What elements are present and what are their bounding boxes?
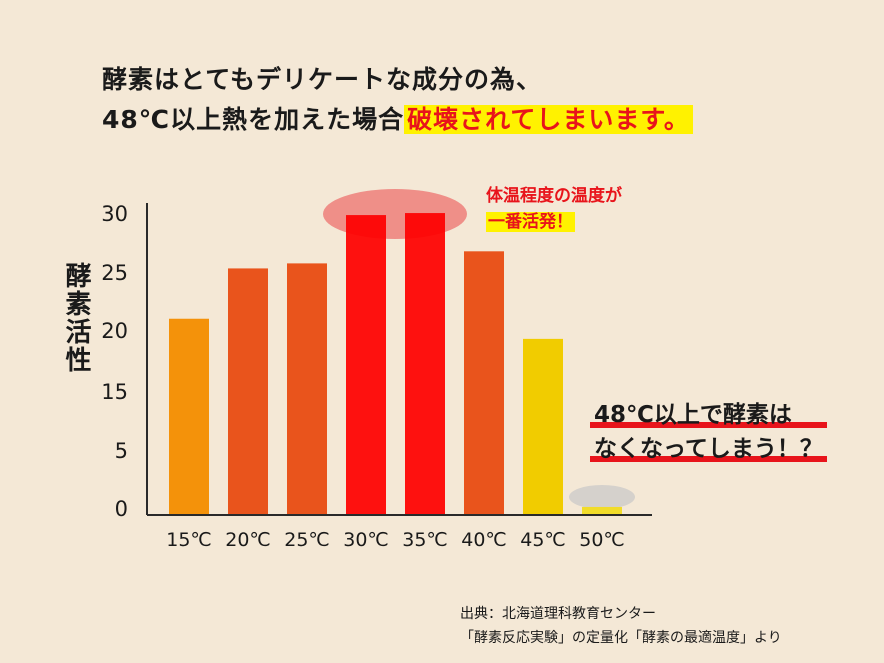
y-axis-label: 酵素活性	[61, 262, 91, 374]
warning-callout: 48℃以上で酵素は なくなってしまう！？	[590, 398, 827, 466]
peak-callout-line2: 一番活発！	[486, 209, 622, 235]
y-tick-label: 0	[115, 497, 128, 521]
y-tick-label: 30	[101, 202, 128, 226]
bar-50℃	[582, 506, 622, 515]
source-note: 出典：北海道理科教育センター 「酵素反応実験」の定量化「酵素の最適温度」より	[460, 602, 782, 650]
peak-callout: 体温程度の温度が 一番活発！	[486, 183, 622, 235]
y-tick-label: 25	[101, 261, 128, 285]
peak-callout-line1: 体温程度の温度が	[486, 186, 622, 206]
x-tick-label: 20℃	[225, 529, 271, 551]
x-tick-label: 30℃	[343, 529, 389, 551]
peak-callout-line2-text: 一番活発！	[486, 212, 575, 232]
headline-line2-plain: 48℃以上熱を加えた場合	[102, 105, 405, 134]
x-tick-label: 50℃	[579, 529, 625, 551]
bar-25℃	[287, 263, 327, 515]
bar-30℃	[346, 215, 386, 515]
bar-40℃	[464, 251, 504, 515]
bar-45℃	[523, 338, 563, 515]
bar-20℃	[228, 268, 268, 515]
y-tick-label: 5	[115, 439, 128, 463]
warning-callout-line2: なくなってしまう！？	[590, 432, 827, 466]
source-line2: 「酵素反応実験」の定量化「酵素の最適温度」より	[460, 630, 782, 646]
peak-highlight-ellipse	[323, 189, 467, 239]
headline-line1: 酵素はとてもデリケートな成分の為、	[102, 65, 543, 94]
bar-35℃	[405, 213, 445, 515]
x-tick-label: 40℃	[461, 529, 507, 551]
y-tick-label: 15	[101, 380, 128, 404]
headline-highlight: 破壊されてしまいます。	[404, 105, 693, 134]
low-highlight-ellipse	[569, 485, 635, 509]
warning-callout-line1: 48℃以上で酵素は	[590, 398, 827, 432]
headline: 酵素はとてもデリケートな成分の為、 48℃以上熱を加えた場合 破壊されてしまいます…	[102, 60, 693, 140]
x-tick-label: 25℃	[284, 529, 330, 551]
headline-line2: 48℃以上熱を加えた場合 破壊されてしまいます。	[102, 100, 693, 140]
y-tick-label: 20	[101, 319, 128, 343]
x-tick-label: 35℃	[402, 529, 448, 551]
x-tick-label: 45℃	[520, 529, 566, 551]
bar-15℃	[169, 318, 209, 515]
x-tick-label: 15℃	[166, 529, 212, 551]
source-line1: 出典：北海道理科教育センター	[460, 606, 656, 622]
